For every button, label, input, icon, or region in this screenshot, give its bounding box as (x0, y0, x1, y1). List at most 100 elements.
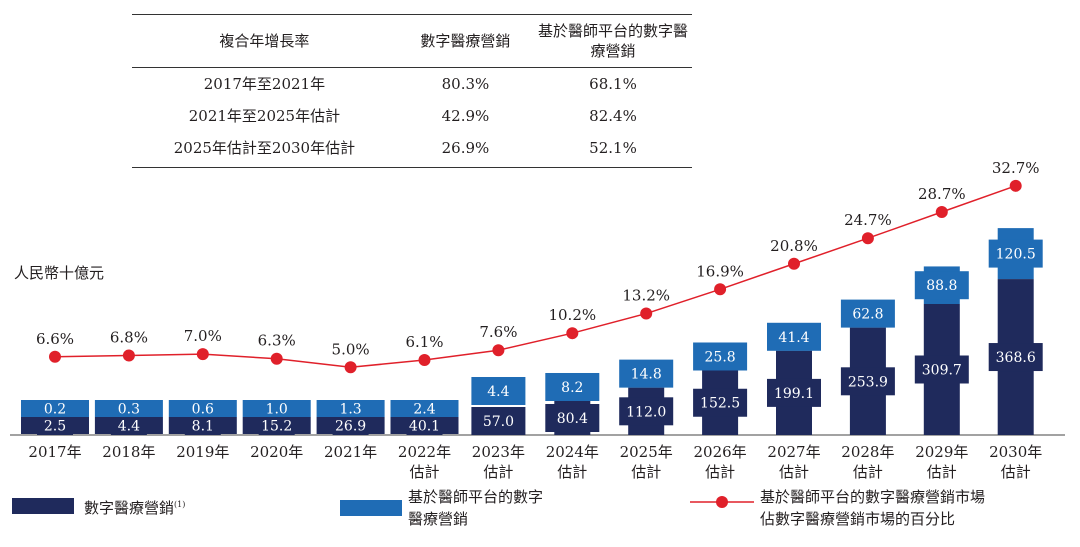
line-point (640, 307, 653, 320)
table-row: 2017年至2021年 80.3% 68.1% (132, 68, 692, 101)
bar-light-label: 8.2 (561, 380, 583, 396)
bar-dark-label: 57.0 (483, 414, 514, 430)
table-header: 複合年增長率 (132, 14, 397, 68)
bar-light-label-box (545, 372, 600, 401)
bar-light-label: 1.3 (339, 402, 361, 418)
bar-dark-label: 368.6 (996, 350, 1036, 366)
bar-dark-label-box (693, 388, 748, 417)
bar-light-label-box (619, 359, 674, 388)
bar-light-label-box (840, 299, 895, 328)
line-label: 7.6% (479, 323, 517, 341)
bar-dark-label: 26.9 (335, 419, 366, 435)
x-tick-label: 估計 (927, 463, 957, 481)
bar-light-label: 4.4 (487, 384, 509, 400)
legend-line: 基於醫師平台的數字醫療營銷市場 佔數字醫療營銷市場的百分比 (760, 486, 985, 530)
x-tick-label: 2022年 (398, 443, 451, 461)
x-tick-label: 2018年 (102, 443, 155, 461)
bar-light-label-box (988, 239, 1043, 268)
line-label: 6.8% (110, 328, 148, 346)
bar-dark-label-box (471, 407, 526, 435)
line-label: 32.7% (992, 159, 1040, 177)
bar-dark-label-box (767, 378, 821, 407)
x-tick-label: 2028年 (841, 443, 894, 461)
cell: 82.4% (589, 107, 637, 125)
cell: 2021年至2025年估計 (188, 107, 341, 125)
x-tick-label: 2021年 (324, 443, 377, 461)
bar-dark-label: 8.1 (192, 419, 214, 435)
line-point (49, 350, 61, 363)
bar-dark-label-box (168, 417, 237, 434)
legend-swatch-dark (12, 498, 74, 514)
bar-light-label: 88.8 (926, 278, 957, 294)
bar-light-label: 120.5 (996, 247, 1036, 263)
bar-light-label-box (316, 400, 385, 417)
x-tick-label: 估計 (779, 463, 809, 481)
cell: 80.3% (441, 75, 490, 93)
bar-dark-label: 112.0 (626, 404, 666, 420)
line-label: 6.6% (36, 330, 74, 348)
x-tick-label: 2027年 (767, 443, 820, 461)
x-tick-label: 2020年 (250, 443, 303, 461)
legend-swatch-light (340, 500, 402, 516)
line-point (196, 348, 209, 361)
bar-dark-label: 152.5 (700, 396, 740, 412)
bar-light-label-box (94, 400, 163, 417)
table-header: 基於醫師平台的數字醫療營銷 (534, 14, 692, 68)
bar-dark-label: 40.1 (409, 419, 440, 435)
line-label: 13.2% (622, 287, 670, 305)
line-label: 24.7% (844, 211, 892, 229)
bar-light-label: 41.4 (778, 330, 809, 346)
x-tick-label: 2019年 (176, 443, 229, 461)
cell: 2025年估計至2030年估計 (132, 132, 397, 168)
bar-dark-label: 253.9 (848, 374, 888, 390)
cell: 52.1% (534, 132, 692, 168)
line-label: 7.0% (184, 327, 222, 345)
bar-dark-label-box (988, 343, 1043, 372)
line-point (566, 327, 579, 340)
bar-dark-label-box (390, 417, 459, 434)
x-tick-label: 估計 (1001, 463, 1031, 481)
x-tick-label: 估計 (631, 463, 661, 481)
line-point (788, 257, 800, 270)
bar-light-label: 2.4 (413, 402, 435, 418)
table-row: 2021年至2025年估計 42.9% 82.4% (132, 100, 692, 132)
x-tick-label: 估計 (483, 463, 513, 481)
bar-dark-label-box (316, 417, 385, 434)
bar-dark-label: 309.7 (922, 362, 962, 378)
footnote-marker: (1) (174, 500, 186, 509)
cagr-table: 複合年增長率 數字醫療營銷 基於醫師平台的數字醫療營銷 2017年至2021年 8… (132, 14, 692, 168)
bar-dark-label: 199.1 (774, 386, 814, 402)
legend-label: 數字醫療營銷 (84, 499, 175, 517)
x-tick-label: 2030年 (989, 443, 1042, 461)
bar-dark-label-box (242, 417, 311, 434)
line-label: 10.2% (548, 306, 596, 324)
bar-dark-label-box (914, 355, 969, 384)
bar-light-label: 0.2 (44, 402, 66, 418)
bar-dark-label: 4.4 (118, 419, 140, 435)
line-point (861, 232, 874, 245)
x-tick-label: 估計 (705, 463, 735, 481)
line-label: 28.7% (918, 185, 966, 203)
bar-dark-label: 15.2 (261, 419, 292, 435)
line-label: 20.8% (770, 237, 818, 255)
legend-label: 基於醫師平台的數字 (408, 488, 544, 506)
legend-light: 基於醫師平台的數字 醫療營銷 (408, 486, 543, 530)
bar-dark (37, 433, 73, 435)
bar-dark (110, 433, 147, 435)
bar-light-label: 1.0 (266, 402, 288, 418)
bar-light-label-box (914, 271, 969, 300)
bar-dark-label-box (619, 397, 674, 426)
legend-label: 基於醫師平台的數字醫療營銷市場 (760, 488, 986, 506)
x-tick-label: 估計 (409, 463, 439, 481)
line-point (492, 344, 505, 357)
line-point (418, 354, 431, 367)
table-header: 數字醫療營銷 (396, 14, 534, 68)
bar-light-label-box (471, 377, 526, 405)
cell: 42.9% (441, 107, 490, 125)
line-point (344, 361, 357, 374)
x-tick-label: 2024年 (546, 443, 599, 461)
bar-light-label: 25.8 (705, 349, 736, 365)
line-point (122, 349, 135, 362)
